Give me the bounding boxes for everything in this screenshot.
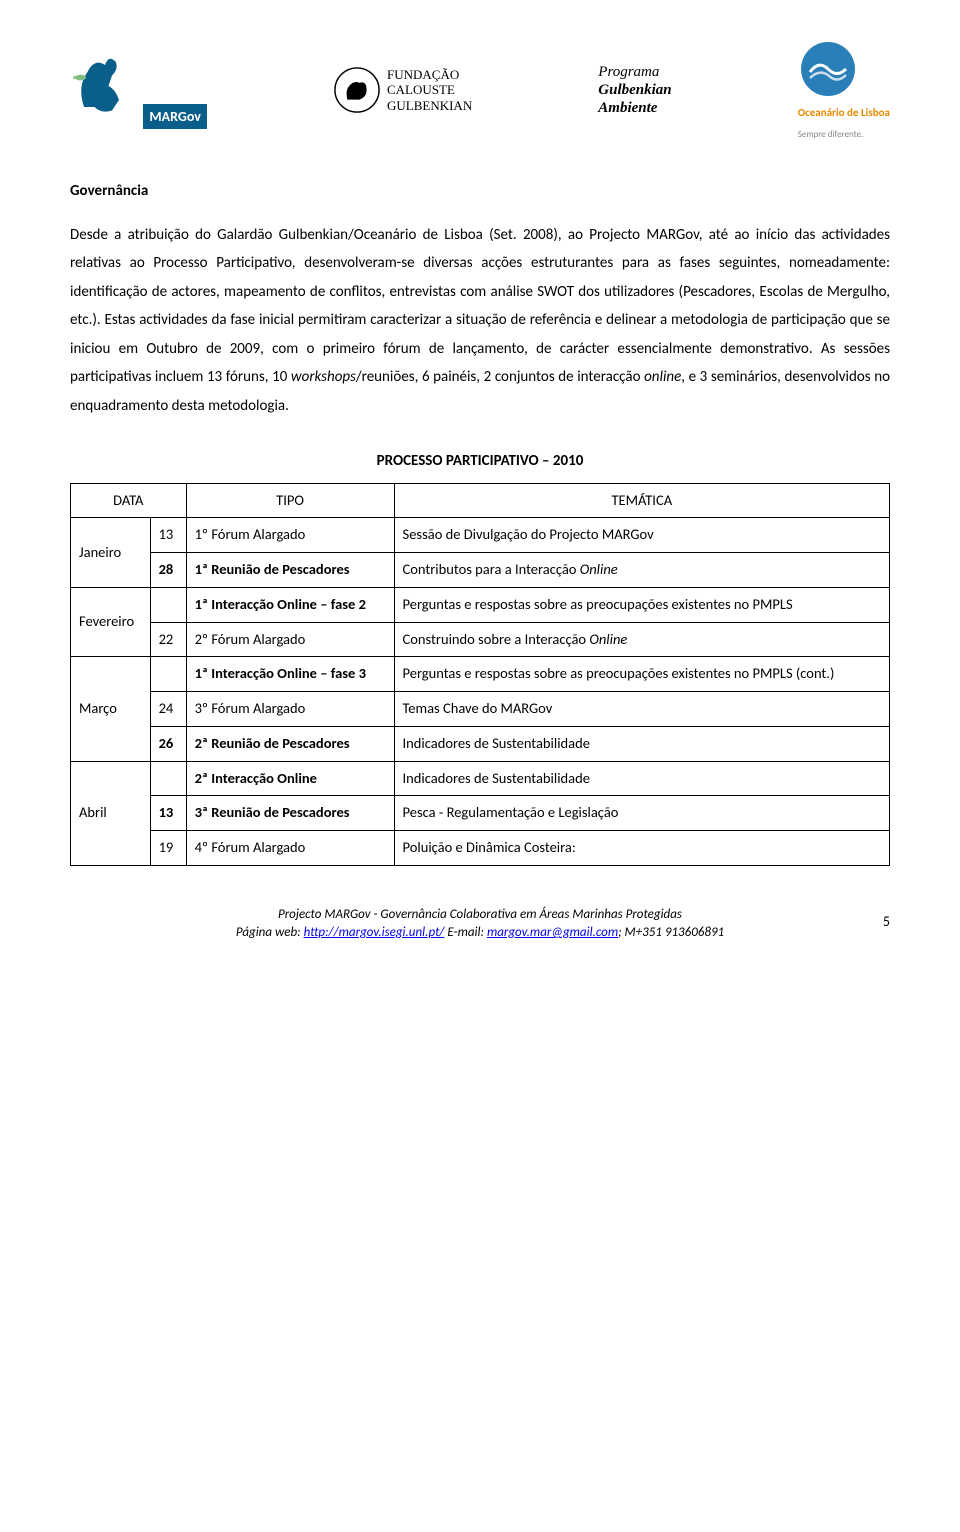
tema-cell: Indicadores de Sustentabilidade — [394, 726, 889, 761]
day-cell: 28 — [150, 553, 186, 588]
tipo-cell: 2º Fórum Alargado — [186, 622, 394, 657]
tema-text: Contributos para a Interacção — [403, 560, 580, 578]
margov-icon — [70, 51, 140, 121]
tema-online: Online — [580, 560, 618, 578]
table-caption: PROCESSO PARTICIPATIVO – 2010 — [70, 450, 890, 473]
tipo-cell: 1ª Reunião de Pescadores — [186, 553, 394, 588]
day-cell: 22 — [150, 622, 186, 657]
table-row: Fevereiro 1ª Interacção Online – fase 2 … — [71, 587, 890, 622]
col-data: DATA — [71, 483, 187, 518]
para-online: online — [644, 368, 681, 386]
month-cell: Janeiro — [71, 518, 151, 588]
day-cell: 24 — [150, 692, 186, 727]
tema-cell: Pesca - Regulamentação e Legislação — [394, 796, 889, 831]
day-cell: 26 — [150, 726, 186, 761]
table-row: Março 1ª Interacção Online – fase 3 Perg… — [71, 657, 890, 692]
body-paragraph: Desde a atribuição do Galardão Gulbenkia… — [70, 221, 890, 421]
programa-line1: Programa — [598, 63, 671, 81]
footer-email-link[interactable]: margov.mar@gmail.com — [487, 925, 618, 940]
page-number: 5 — [883, 912, 890, 932]
programa-line2: Gulbenkian — [598, 81, 671, 99]
oceanario-title: Oceanário de Lisboa — [798, 105, 890, 122]
tipo-cell: 4º Fórum Alargado — [186, 831, 394, 866]
tema-cell: Temas Chave do MARGov — [394, 692, 889, 727]
footer-line2: Página web: http://margov.isegi.unl.pt/ … — [70, 924, 890, 942]
tema-text: Construindo sobre a Interacção — [403, 630, 590, 648]
para-text-2: /reuniões, 6 painéis, 2 conjuntos de int… — [356, 368, 644, 386]
tema-online: Online — [589, 630, 627, 648]
programa-line3: Ambiente — [598, 99, 671, 117]
table-header-row: DATA TIPO TEMÁTICA — [71, 483, 890, 518]
margov-logo: MARGov — [70, 51, 207, 129]
tipo-cell: 3ª Reunião de Pescadores — [186, 796, 394, 831]
fundacao-line1: FUNDAÇÃO — [387, 67, 472, 83]
tema-cell: Indicadores de Sustentabilidade — [394, 761, 889, 796]
fundacao-line2: CALOUSTE — [387, 82, 472, 98]
month-cell: Março — [71, 657, 151, 761]
col-tematica: TEMÁTICA — [394, 483, 889, 518]
table-row: Abril 2ª Interacção Online Indicadores d… — [71, 761, 890, 796]
table-row: 28 1ª Reunião de Pescadores Contributos … — [71, 553, 890, 588]
day-cell: 19 — [150, 831, 186, 866]
oceanario-icon — [798, 39, 858, 99]
footer-label-email: E-mail: — [444, 925, 486, 940]
oceanario-sub: Sempre diferente. — [798, 128, 864, 142]
fundacao-line3: GULBENKIAN — [387, 98, 472, 114]
para-workshops: workshops — [291, 368, 356, 386]
day-cell — [150, 657, 186, 692]
footer-label-web: Página web: — [236, 925, 304, 940]
tema-cell: Sessão de Divulgação do Projecto MARGov — [394, 518, 889, 553]
gulbenkian-seal-icon — [333, 66, 381, 114]
month-cell: Fevereiro — [71, 587, 151, 657]
section-heading: Governância — [70, 180, 890, 203]
table-row: 13 3ª Reunião de Pescadores Pesca - Regu… — [71, 796, 890, 831]
para-text-1: Desde a atribuição do Galardão Gulbenkia… — [70, 226, 890, 387]
programa-logo: Programa Gulbenkian Ambiente — [598, 63, 671, 117]
tipo-cell: 1º Fórum Alargado — [186, 518, 394, 553]
margov-label: MARGov — [143, 104, 207, 129]
table-row: 26 2ª Reunião de Pescadores Indicadores … — [71, 726, 890, 761]
day-cell: 13 — [150, 518, 186, 553]
table-row: 19 4º Fórum Alargado Poluição e Dinâmica… — [71, 831, 890, 866]
footer-web-link[interactable]: http://margov.isegi.unl.pt/ — [304, 925, 445, 940]
tema-cell: Perguntas e respostas sobre as preocupaç… — [394, 657, 889, 692]
logo-bar: MARGov FUNDAÇÃO CALOUSTE GULBENKIAN Prog… — [70, 30, 890, 150]
schedule-table: DATA TIPO TEMÁTICA Janeiro 13 1º Fórum A… — [70, 483, 890, 866]
tipo-cell: 2ª Interacção Online — [186, 761, 394, 796]
month-cell: Abril — [71, 761, 151, 865]
tema-cell: Contributos para a Interacção Online — [394, 553, 889, 588]
tipo-cell: 2ª Reunião de Pescadores — [186, 726, 394, 761]
gulbenkian-logo: FUNDAÇÃO CALOUSTE GULBENKIAN — [333, 66, 472, 114]
tema-cell: Poluição e Dinâmica Costeira: — [394, 831, 889, 866]
table-row: 24 3º Fórum Alargado Temas Chave do MARG… — [71, 692, 890, 727]
day-cell: 13 — [150, 796, 186, 831]
table-row: Janeiro 13 1º Fórum Alargado Sessão de D… — [71, 518, 890, 553]
tipo-cell: 3º Fórum Alargado — [186, 692, 394, 727]
day-cell — [150, 761, 186, 796]
footer-phone: ; M+351 913606891 — [618, 925, 724, 940]
footer-line1: Projecto MARGov - Governância Colaborati… — [70, 906, 890, 924]
col-tipo: TIPO — [186, 483, 394, 518]
tipo-cell: 1ª Interacção Online – fase 2 — [186, 587, 394, 622]
tipo-cell: 1ª Interacção Online – fase 3 — [186, 657, 394, 692]
page-footer: 5 Projecto MARGov - Governância Colabora… — [70, 906, 890, 942]
table-row: 22 2º Fórum Alargado Construindo sobre a… — [71, 622, 890, 657]
tema-cell: Construindo sobre a Interacção Online — [394, 622, 889, 657]
day-cell — [150, 587, 186, 622]
tema-cell: Perguntas e respostas sobre as preocupaç… — [394, 587, 889, 622]
oceanario-logo: Oceanário de Lisboa Sempre diferente. — [798, 39, 890, 141]
